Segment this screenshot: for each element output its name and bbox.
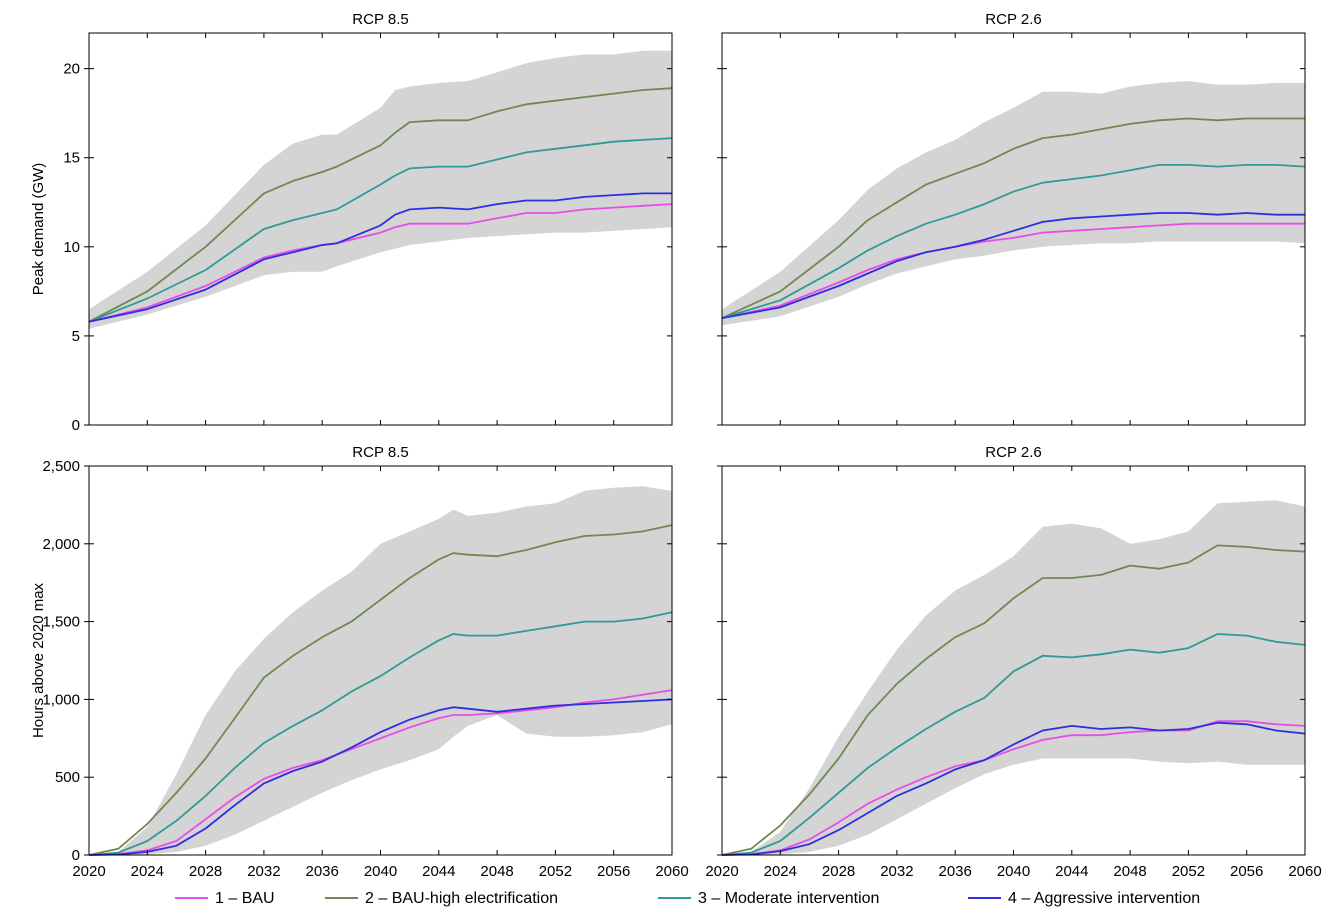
- x-tick-label: 2020: [705, 863, 738, 880]
- x-tick-label: 2048: [1113, 863, 1146, 880]
- y-tick-label: 10: [63, 239, 80, 256]
- series-line-4: [88, 698, 673, 856]
- x-tick-label: 2060: [1288, 863, 1321, 880]
- series-line-3: [721, 163, 1306, 319]
- series-line-1: [721, 222, 1305, 319]
- x-tick-label: 2020: [72, 863, 105, 880]
- legend-label: 3 – Moderate intervention: [698, 890, 879, 907]
- y-tick-label: 15: [63, 150, 80, 167]
- series-line-4: [721, 212, 1305, 319]
- x-tick-label: 2036: [939, 863, 972, 880]
- x-tick-label: 2044: [422, 863, 455, 880]
- x-tick-label: 2044: [1055, 863, 1088, 880]
- y-tick-label: 5: [72, 328, 80, 345]
- series-line-2: [88, 524, 673, 856]
- y-tick-label: 20: [63, 61, 80, 78]
- series-line-4: [721, 721, 1306, 856]
- panel-3: 2020 2024 2028 2032 2036 2040 2044 2048 2052 2056…: [30, 444, 689, 880]
- uncertainty-band: [722, 81, 1305, 326]
- x-tick-label: 2028: [822, 863, 855, 880]
- series-line-3: [88, 137, 673, 323]
- panel-title: RCP 2.6: [985, 444, 1041, 461]
- y-tick-label: 1,500: [42, 614, 80, 631]
- x-tick-label: 2056: [1230, 863, 1263, 880]
- x-tick-label: 2032: [247, 863, 280, 880]
- legend-label: 4 – Aggressive intervention: [1008, 890, 1200, 907]
- uncertainty-band: [89, 50, 672, 329]
- x-tick-label: 2032: [880, 863, 913, 880]
- series-line-2: [88, 87, 673, 323]
- x-tick-label: 2052: [1172, 863, 1205, 880]
- legend-item-1: 1 – BAU: [175, 890, 275, 907]
- panel-2: RCP 2.6: [717, 11, 1306, 426]
- panel-title: RCP 2.6: [985, 11, 1041, 28]
- panel-title: RCP 8.5: [352, 11, 408, 28]
- legend-label: 1 – BAU: [215, 890, 275, 907]
- x-tick-label: 2036: [306, 863, 339, 880]
- series-line-3: [88, 611, 673, 856]
- series-line-2: [721, 544, 1306, 856]
- uncertainty-band: [722, 500, 1305, 855]
- x-tick-label: 2040: [364, 863, 397, 880]
- y-tick-label: 0: [72, 417, 80, 434]
- x-tick-label: 2060: [655, 863, 688, 880]
- panel-4: 2020 2024 2028 2032 2036 2040 2044 2048 2052 2056…: [705, 444, 1321, 880]
- series-line-4: [88, 192, 672, 323]
- series-line-1: [88, 203, 673, 323]
- legend-item-4: 4 – Aggressive intervention: [968, 890, 1200, 907]
- x-tick-label: 2024: [131, 863, 164, 880]
- y-tick-label: 0: [72, 847, 80, 864]
- series-line-3: [721, 633, 1306, 856]
- panel-title: RCP 8.5: [352, 444, 408, 461]
- y-axis-label: Peak demand (GW): [30, 163, 47, 296]
- y-axis-label: Hours above 2020 max: [30, 582, 47, 738]
- legend: 1 – BAU 2 – BAU-high electrification 3 – M…: [175, 890, 1200, 907]
- legend-item-2: 2 – BAU-high electrification: [325, 890, 558, 907]
- y-tick-label: 2,500: [42, 458, 80, 475]
- x-tick-label: 2024: [764, 863, 797, 880]
- uncertainty-band: [89, 486, 672, 855]
- y-tick-label: 1,000: [42, 691, 80, 708]
- legend-item-3: 3 – Moderate intervention: [658, 890, 879, 907]
- legend-label: 2 – BAU-high electrification: [365, 890, 558, 907]
- y-tick-label: 2,000: [42, 536, 80, 553]
- y-tick-label: 500: [55, 769, 80, 786]
- x-tick-label: 2028: [189, 863, 222, 880]
- x-tick-label: 2040: [997, 863, 1030, 880]
- panel-1: 0 5 10 15 20 RCP 8.5 Peak demand (GW): [30, 11, 673, 434]
- x-tick-label: 2052: [539, 863, 572, 880]
- x-tick-label: 2056: [597, 863, 630, 880]
- series-line-2: [721, 117, 1305, 319]
- x-tick-label: 2048: [480, 863, 513, 880]
